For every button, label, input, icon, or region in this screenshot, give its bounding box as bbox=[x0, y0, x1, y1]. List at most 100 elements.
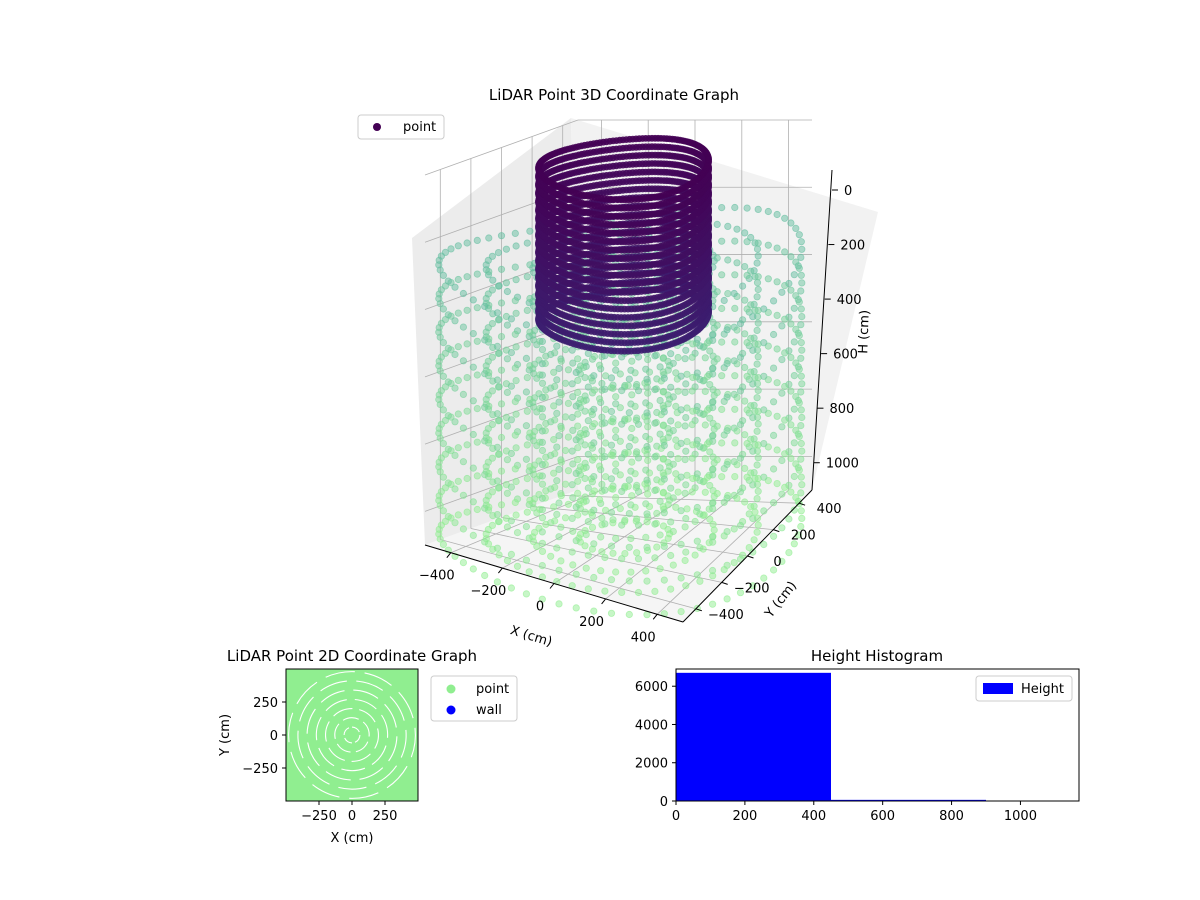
floor-point bbox=[574, 477, 582, 485]
floor-point bbox=[598, 379, 606, 388]
plot-2d: LiDAR Point 2D Coordinate Graph −250 0 250… bbox=[218, 647, 518, 846]
floor-point bbox=[469, 531, 477, 540]
floor-point bbox=[701, 421, 709, 429]
floor-point bbox=[616, 404, 624, 412]
floor-point bbox=[494, 249, 503, 257]
floor-point bbox=[454, 444, 462, 452]
floor-point bbox=[634, 420, 643, 428]
floor-point bbox=[564, 467, 573, 475]
floor-point bbox=[503, 489, 511, 497]
histogram-title: Height Histogram bbox=[811, 647, 943, 665]
floor-point bbox=[607, 542, 616, 550]
floor-point bbox=[660, 374, 668, 382]
floor-point bbox=[708, 432, 717, 440]
wall-point bbox=[644, 287, 652, 295]
floor-point bbox=[706, 347, 714, 355]
floor-point bbox=[667, 350, 675, 358]
floor-point bbox=[523, 273, 531, 281]
floor-point bbox=[656, 565, 664, 573]
floor-point bbox=[469, 329, 477, 338]
floor-point bbox=[522, 489, 531, 497]
floor-point bbox=[659, 522, 668, 530]
wall-point bbox=[644, 346, 652, 353]
floor-point bbox=[526, 496, 534, 504]
floor-point bbox=[741, 498, 749, 506]
floor-point bbox=[634, 588, 643, 597]
wall-point bbox=[644, 245, 652, 253]
x-axis-label-2d: X (cm) bbox=[331, 831, 374, 846]
floor-point bbox=[511, 431, 519, 439]
floor-point bbox=[781, 382, 789, 391]
floor-point bbox=[590, 453, 599, 461]
floor-point bbox=[644, 490, 652, 498]
floor-point bbox=[503, 456, 511, 464]
floor-point bbox=[572, 537, 580, 545]
floor-point bbox=[497, 232, 506, 240]
floor-point bbox=[769, 330, 778, 339]
floor-point bbox=[701, 387, 709, 395]
floor-point bbox=[634, 353, 643, 361]
floor-point bbox=[574, 410, 582, 418]
floor-point bbox=[708, 600, 717, 608]
floor-point bbox=[584, 417, 592, 425]
floor-point bbox=[749, 548, 757, 556]
floor-point bbox=[557, 424, 565, 432]
floor-point bbox=[749, 582, 757, 590]
floor-point bbox=[741, 330, 749, 338]
floor-point bbox=[723, 460, 731, 468]
floor-point bbox=[493, 309, 501, 317]
legend-histogram: Height bbox=[975, 675, 1073, 702]
x-tick-label-hist: 800 bbox=[939, 809, 964, 824]
floor-point bbox=[439, 338, 447, 347]
floor-point bbox=[550, 503, 558, 511]
floor-point bbox=[723, 561, 731, 569]
y-tick-label-3d: 400 bbox=[817, 502, 842, 517]
floor-point bbox=[538, 547, 547, 556]
wall-point bbox=[644, 194, 652, 202]
floor-point bbox=[590, 352, 599, 361]
floor-point bbox=[769, 431, 778, 439]
floor-point bbox=[718, 473, 726, 481]
floor-point bbox=[522, 522, 531, 531]
floor-point bbox=[682, 447, 690, 455]
floor-point bbox=[696, 375, 704, 384]
floor-point bbox=[569, 460, 577, 468]
floor-point bbox=[439, 540, 447, 549]
floor-point bbox=[451, 350, 459, 359]
floor-point bbox=[561, 379, 570, 387]
floor-point bbox=[612, 366, 620, 374]
floor-point bbox=[493, 410, 501, 418]
floor-point bbox=[522, 590, 531, 598]
floor-point bbox=[644, 355, 652, 364]
floor-point bbox=[628, 424, 636, 433]
floor-point bbox=[547, 451, 555, 459]
floor-point bbox=[749, 413, 757, 422]
floor-point bbox=[595, 395, 604, 403]
floor-point bbox=[741, 431, 749, 439]
floor-point bbox=[797, 271, 805, 279]
floor-point bbox=[538, 345, 547, 354]
floor-point bbox=[653, 509, 661, 518]
floor-point bbox=[601, 473, 610, 481]
floor-point bbox=[708, 331, 717, 339]
floor-point bbox=[607, 475, 616, 483]
floor-point bbox=[736, 555, 745, 563]
floor-point bbox=[493, 443, 501, 451]
floor-point bbox=[568, 447, 576, 455]
floor-point bbox=[798, 245, 806, 253]
floor-point bbox=[582, 530, 590, 539]
floor-point bbox=[747, 502, 755, 511]
floor-point bbox=[512, 410, 520, 418]
floor-point bbox=[674, 454, 682, 463]
floor-point bbox=[569, 393, 577, 401]
floor-point bbox=[523, 508, 531, 516]
floor-point bbox=[718, 372, 726, 380]
floor-point bbox=[525, 534, 533, 542]
floor-point bbox=[553, 342, 561, 350]
floor-point bbox=[683, 437, 691, 446]
floor-point bbox=[790, 371, 798, 380]
floor-point bbox=[642, 533, 650, 542]
floor-point bbox=[669, 460, 677, 468]
floor-point bbox=[463, 273, 471, 281]
floor-point bbox=[718, 304, 726, 313]
